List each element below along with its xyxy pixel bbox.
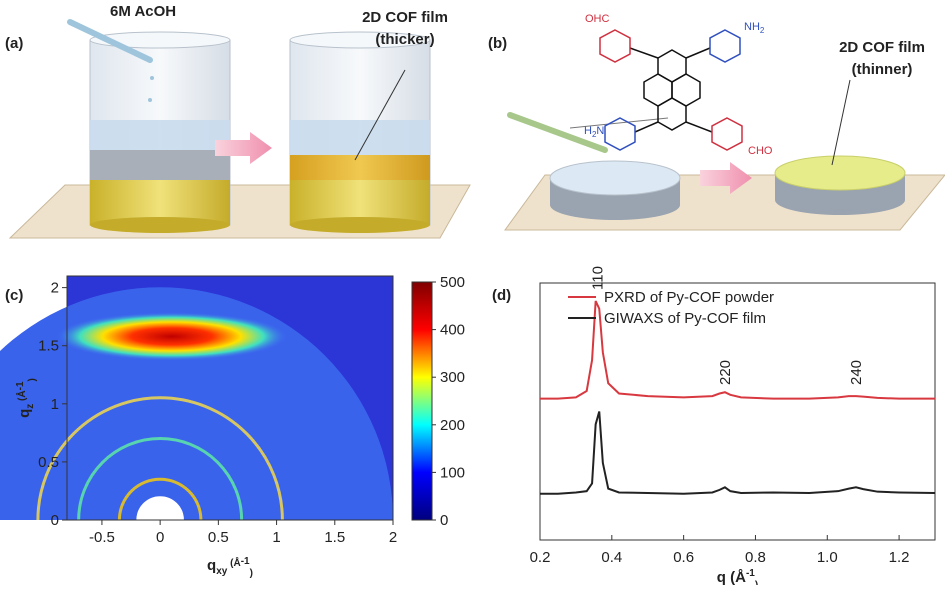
axis-label: q (Å-1) [717, 568, 758, 585]
arrow [215, 132, 272, 164]
panel-a-illustration [8, 19, 471, 239]
beaker-left [67, 19, 231, 233]
beaker-right [289, 31, 431, 233]
y-tick-label: 1 [51, 396, 59, 413]
axis-label-part: xy [216, 566, 228, 577]
x-tick-label: 0 [156, 529, 164, 546]
colorbar-tick-label: 200 [440, 417, 465, 434]
axis-label: qxy (Å-1) [207, 556, 253, 579]
x-tick-label: 0.2 [530, 549, 551, 566]
axis-label-part: q [16, 409, 33, 418]
colorbar-tick-label: 100 [440, 464, 465, 481]
y-tick-label: 2 [51, 280, 59, 297]
peak-label: 240 [848, 360, 865, 385]
panel-label: (d) [492, 287, 511, 304]
x-tick-label: 0.5 [208, 529, 229, 546]
panel-b-illustration [504, 29, 945, 231]
legend-label: PXRD of Py-COF powder [604, 289, 774, 306]
film-note: (thinner) [852, 61, 913, 78]
y-tick-label: 0.5 [38, 454, 59, 471]
colorbar-tick-label: 400 [440, 322, 465, 339]
heatmap-ring [117, 477, 203, 521]
y-tick-label: 0 [51, 512, 59, 529]
film-label: 2D COF film [362, 9, 448, 26]
axis-label-part: -1 [15, 381, 26, 390]
axis-label-part: -1 [746, 568, 755, 579]
axis-label: qz (Å-1) [15, 378, 38, 418]
dish-left [549, 160, 681, 220]
colorbar-tick-label: 300 [440, 369, 465, 386]
axis-label-part: ) [250, 568, 253, 579]
heatmap-ring [36, 396, 284, 521]
axis-label-part: (Å [15, 390, 28, 403]
data-line [540, 411, 936, 495]
axis-label-part: ) [27, 378, 38, 381]
colorbar-tick-label: 0 [440, 512, 448, 529]
molecule [599, 29, 743, 151]
axis-label-part: q (Å [717, 569, 746, 585]
heatmap-arc [56, 312, 287, 361]
plot-frame [539, 282, 936, 541]
heatmap-ring [77, 437, 244, 521]
panel-label: (c) [5, 287, 23, 304]
heatmap-image [0, 276, 393, 521]
x-tick-label: 1.5 [324, 529, 345, 546]
panel-label: (b) [488, 35, 507, 52]
peak-label: 220 [717, 360, 734, 385]
panel-label: (a) [5, 35, 23, 52]
film-label: 2D COF film [839, 39, 925, 56]
axis-label-part: (Å [227, 556, 240, 569]
y-tick-label: 1.5 [38, 338, 59, 355]
x-tick-label: -0.5 [89, 529, 115, 546]
molecule-label: H2N [584, 125, 604, 139]
colorbar-tick-label: 500 [440, 274, 465, 291]
molecule-label: OHC [585, 13, 610, 25]
film-note: (thicker) [375, 31, 434, 48]
axis-label-part: -1 [241, 556, 250, 567]
x-tick-label: 2 [389, 529, 397, 546]
molecule-label: NH2 [744, 21, 765, 35]
axis-label-part: q [207, 557, 216, 574]
dish-right [774, 155, 906, 215]
axis-label-part: ) [755, 580, 758, 585]
peak-label: 110 [589, 266, 606, 290]
molecule-label: CHO [748, 145, 773, 157]
x-tick-label: 0.4 [601, 549, 622, 566]
heatmap-ring [136, 496, 184, 521]
reagent-label: 6M AcOH [110, 3, 176, 20]
axis-label-part: z [25, 404, 36, 409]
x-tick-label: 1.0 [817, 549, 838, 566]
x-tick-label: 0.8 [745, 549, 766, 566]
arrow [700, 162, 752, 194]
x-tick-label: 1.2 [889, 549, 910, 566]
x-tick-label: 0.6 [673, 549, 694, 566]
x-tick-label: 1 [272, 529, 280, 546]
legend-label: GIWAXS of Py-COF film [604, 310, 766, 327]
colorbar [411, 281, 433, 521]
data-line [540, 300, 935, 400]
plot-frame [66, 275, 394, 521]
